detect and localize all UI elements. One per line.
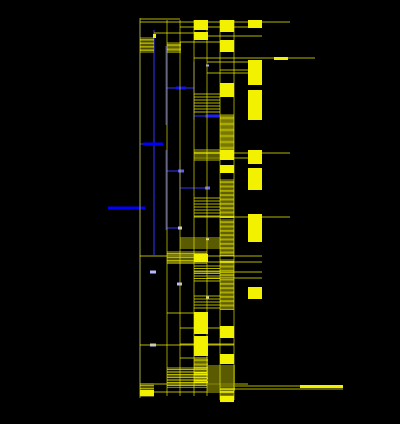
leaf-cluster <box>220 326 234 338</box>
subtree-node <box>176 86 186 90</box>
leaf-cluster <box>220 165 234 173</box>
leaf-cluster <box>248 90 262 120</box>
leaf-cluster <box>248 287 262 299</box>
leaf-cluster <box>194 312 208 334</box>
leaf-cluster <box>220 40 234 52</box>
leaf-cluster <box>300 385 343 388</box>
subtree-node <box>206 296 209 299</box>
leaf-cluster <box>248 20 262 28</box>
leaf-cluster <box>153 34 156 38</box>
leaf-cluster <box>194 20 208 30</box>
subtree-node <box>205 186 210 190</box>
leaf-cluster <box>248 60 262 85</box>
leaf-cluster <box>248 214 262 242</box>
subtree-node <box>206 64 209 67</box>
leaf-cluster <box>248 168 262 190</box>
leaf-cluster <box>248 150 262 164</box>
leaf-cluster <box>274 57 288 60</box>
leaf-blocks <box>140 20 343 402</box>
leaf-cluster <box>220 150 234 160</box>
subtree-node <box>178 169 184 173</box>
subtree-node <box>206 238 209 241</box>
subtree-node <box>205 114 219 118</box>
leaf-cluster <box>220 83 234 97</box>
leaf-cluster <box>194 254 208 262</box>
subtree-node <box>177 282 182 286</box>
subtree-node <box>150 270 156 274</box>
leaf-lines <box>140 18 343 403</box>
subtree-node <box>143 142 163 146</box>
leaf-cluster <box>220 20 234 32</box>
leaf-cluster <box>220 354 234 364</box>
leaf-cluster <box>194 336 208 356</box>
root-node <box>108 206 145 210</box>
